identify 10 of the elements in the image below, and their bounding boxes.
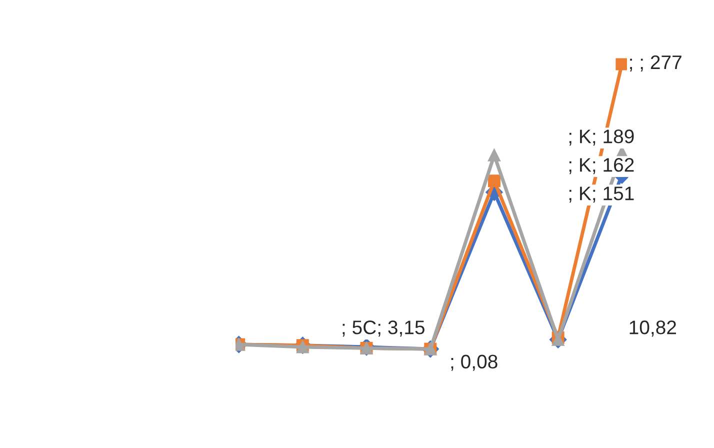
point xyxy=(488,148,500,162)
annotation: ; K; 189 xyxy=(569,130,634,146)
text: ; 0,08 xyxy=(451,354,498,371)
annotation: ; K; 162 xyxy=(569,158,634,174)
annotation: ; 5C; 3,15 xyxy=(342,320,424,337)
point xyxy=(488,174,500,188)
annotation: ; K; 151 xyxy=(569,186,634,203)
annotation: ; ; 277 xyxy=(630,55,682,72)
annotation: 10,82 xyxy=(630,320,676,337)
point xyxy=(616,58,628,70)
